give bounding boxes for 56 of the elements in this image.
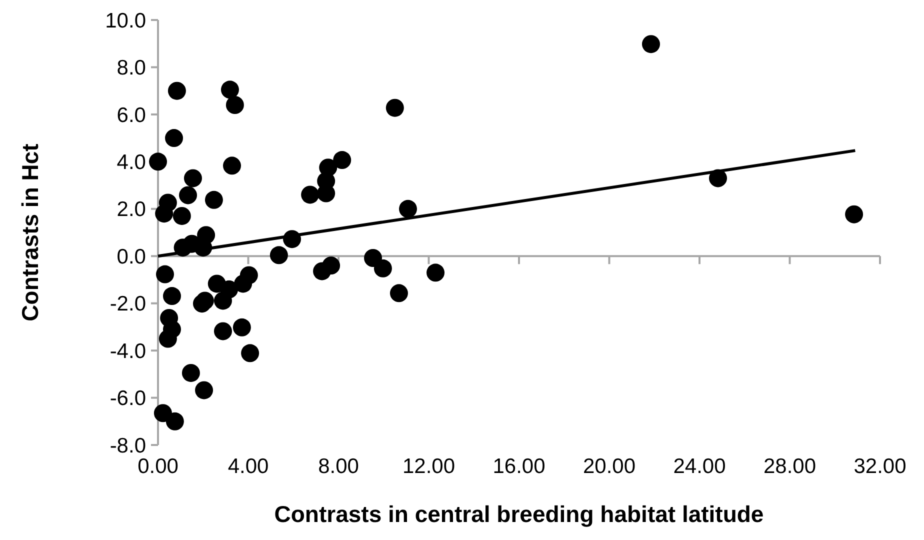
y-tick-label: 8.0 <box>116 56 146 80</box>
point <box>333 151 352 170</box>
point <box>386 98 404 117</box>
y-tick-label: -6.0 <box>110 387 146 410</box>
point <box>301 186 320 204</box>
y-tick-label: -2.0 <box>110 292 146 316</box>
x-tick-label: 32.00 <box>854 455 906 478</box>
point <box>165 129 184 148</box>
x-tick-label: 16.00 <box>492 455 546 478</box>
point <box>220 280 238 298</box>
point <box>158 330 177 348</box>
point <box>166 412 184 430</box>
point <box>184 169 202 188</box>
point <box>155 204 174 223</box>
point <box>179 186 198 204</box>
y-tick-label: -4.0 <box>110 340 146 363</box>
y-tick-label: 2.0 <box>116 198 146 222</box>
point <box>398 200 417 218</box>
y-tick-label: 4.0 <box>116 151 146 174</box>
y-tick-label: 6.0 <box>116 104 146 127</box>
point <box>168 82 186 100</box>
point <box>214 322 232 340</box>
point <box>390 284 408 302</box>
y-tick-label: -8.0 <box>110 434 146 458</box>
point <box>204 190 223 209</box>
x-tick-label: 20.00 <box>582 455 636 478</box>
point <box>845 205 864 224</box>
point <box>172 206 191 225</box>
point <box>642 35 660 54</box>
x-tick-label: 8.00 <box>318 455 359 478</box>
y-tick-label: 0.0 <box>116 245 146 268</box>
point <box>232 318 251 336</box>
point <box>322 256 340 275</box>
point <box>162 287 181 306</box>
x-tick-label: 12.00 <box>402 455 456 478</box>
point <box>374 259 392 278</box>
point <box>234 274 252 293</box>
point <box>220 80 239 99</box>
x-tick-label: 4.00 <box>228 455 269 478</box>
x-axis-title: Contrasts in central breeding habitat latitude <box>274 501 764 527</box>
y-axis-title: Contrasts in Hct <box>17 143 43 322</box>
point <box>196 292 214 310</box>
point <box>195 381 214 400</box>
y-tick-label: 10.0 <box>105 9 146 32</box>
point <box>182 364 200 382</box>
point <box>426 264 445 282</box>
point <box>154 404 172 422</box>
x-tick-label: 28.00 <box>763 455 816 478</box>
x-tick-label: 0.00 <box>138 455 178 478</box>
x-tick-label: 24.00 <box>673 455 726 478</box>
point <box>241 344 260 362</box>
point <box>226 96 244 114</box>
point <box>223 156 242 175</box>
point <box>149 152 167 171</box>
point <box>270 246 288 264</box>
point <box>156 265 174 284</box>
